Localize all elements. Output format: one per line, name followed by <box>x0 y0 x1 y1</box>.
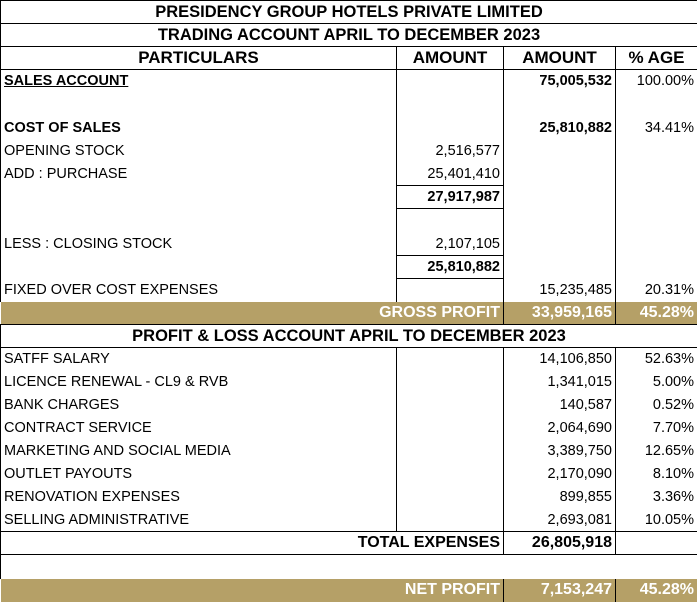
header-particulars: PARTICULARS <box>0 46 397 70</box>
blank-row <box>0 554 697 579</box>
net-profit-amount: 7,153,247 <box>503 578 616 602</box>
expense-label: LICENCE RENEWAL - CL9 & RVB <box>0 370 397 394</box>
subtotal-row: 27,917,987 <box>0 185 697 209</box>
gross-profit-amount: 33,959,165 <box>503 301 616 325</box>
sales-pct: 100.00% <box>615 69 697 93</box>
cost-of-sales-pct: 34.41% <box>615 116 697 140</box>
blank-row <box>0 208 697 233</box>
expense-pct: 12.65% <box>615 439 697 463</box>
expense-amount: 2,064,690 <box>503 416 616 440</box>
sales-amount: 75,005,532 <box>503 69 616 93</box>
expense-row: SATFF SALARY 14,106,850 52.63% <box>0 347 697 371</box>
subtotal-row: 25,810,882 <box>0 255 697 279</box>
net-profit-label: NET PROFIT <box>0 578 504 602</box>
expense-pct: 7.70% <box>615 416 697 440</box>
company-title-row: PRESIDENCY GROUP HOTELS PRIVATE LIMITED <box>0 0 697 24</box>
expense-label: RENOVATION EXPENSES <box>0 485 397 509</box>
fixed-over-label: FIXED OVER COST EXPENSES <box>0 278 397 302</box>
expense-amount: 2,170,090 <box>503 462 616 486</box>
expense-row: SELLING ADMINISTRATIVE 2,693,081 10.05% <box>0 508 697 532</box>
expense-pct: 10.05% <box>615 508 697 532</box>
closing-stock-row: LESS : CLOSING STOCK 2,107,105 <box>0 232 697 256</box>
expense-row: LICENCE RENEWAL - CL9 & RVB 1,341,015 5.… <box>0 370 697 394</box>
purchase-label: ADD : PURCHASE <box>0 162 397 186</box>
closing-stock-amount: 2,107,105 <box>396 232 504 256</box>
expense-pct: 5.00% <box>615 370 697 394</box>
expense-label: SATFF SALARY <box>0 347 397 371</box>
expense-row: RENOVATION EXPENSES 899,855 3.36% <box>0 485 697 509</box>
expense-amount: 14,106,850 <box>503 347 616 371</box>
opening-stock-amount: 2,516,577 <box>396 139 504 163</box>
total-expenses-amount: 26,805,918 <box>503 531 616 555</box>
total-expenses-label: TOTAL EXPENSES <box>0 531 504 555</box>
expense-label: BANK CHARGES <box>0 393 397 417</box>
purchase-row: ADD : PURCHASE 25,401,410 <box>0 162 697 186</box>
subtotal-amount: 27,917,987 <box>396 185 504 209</box>
pl-title-row: PROFIT & LOSS ACCOUNT APRIL TO DECEMBER … <box>0 324 697 348</box>
expense-amount: 3,389,750 <box>503 439 616 463</box>
header-amount-1: AMOUNT <box>396 46 504 70</box>
expense-amount: 899,855 <box>503 485 616 509</box>
expense-amount: 2,693,081 <box>503 508 616 532</box>
expense-label: CONTRACT SERVICE <box>0 416 397 440</box>
subtotal-amount: 25,810,882 <box>396 255 504 279</box>
expense-pct: 3.36% <box>615 485 697 509</box>
opening-stock-label: OPENING STOCK <box>0 139 397 163</box>
fixed-over-row: FIXED OVER COST EXPENSES 15,235,485 20.3… <box>0 278 697 302</box>
expense-row: CONTRACT SERVICE 2,064,690 7.70% <box>0 416 697 440</box>
expense-pct: 52.63% <box>615 347 697 371</box>
trading-title-row: TRADING ACCOUNT APRIL TO DECEMBER 2023 <box>0 23 697 47</box>
expense-pct: 8.10% <box>615 462 697 486</box>
pl-title: PROFIT & LOSS ACCOUNT APRIL TO DECEMBER … <box>0 324 697 348</box>
header-pct: % AGE <box>615 46 697 70</box>
expense-amount: 140,587 <box>503 393 616 417</box>
closing-stock-label: LESS : CLOSING STOCK <box>0 232 397 256</box>
expense-amount: 1,341,015 <box>503 370 616 394</box>
sales-row: SALES ACCOUNT 75,005,532 100.00% <box>0 69 697 93</box>
header-amount-2: AMOUNT <box>503 46 616 70</box>
fixed-over-amount: 15,235,485 <box>503 278 616 302</box>
net-profit-row: NET PROFIT 7,153,247 45.28% <box>0 578 697 602</box>
gross-profit-pct: 45.28% <box>615 301 697 325</box>
net-profit-pct: 45.28% <box>615 578 697 602</box>
expense-row: BANK CHARGES 140,587 0.52% <box>0 393 697 417</box>
gross-profit-label: GROSS PROFIT <box>0 301 504 325</box>
purchase-amount: 25,401,410 <box>396 162 504 186</box>
expense-row: OUTLET PAYOUTS 2,170,090 8.10% <box>0 462 697 486</box>
cost-of-sales-amount: 25,810,882 <box>503 116 616 140</box>
expense-row: MARKETING AND SOCIAL MEDIA 3,389,750 12.… <box>0 439 697 463</box>
expense-label: OUTLET PAYOUTS <box>0 462 397 486</box>
expense-label: MARKETING AND SOCIAL MEDIA <box>0 439 397 463</box>
expense-pct: 0.52% <box>615 393 697 417</box>
opening-stock-row: OPENING STOCK 2,516,577 <box>0 139 697 163</box>
gross-profit-row: GROSS PROFIT 33,959,165 45.28% <box>0 301 697 325</box>
cost-of-sales-label: COST OF SALES <box>0 116 397 140</box>
sales-label: SALES ACCOUNT <box>0 69 397 93</box>
blank-row <box>0 92 697 117</box>
expense-label: SELLING ADMINISTRATIVE <box>0 508 397 532</box>
company-title: PRESIDENCY GROUP HOTELS PRIVATE LIMITED <box>0 0 697 24</box>
column-header-row: PARTICULARS AMOUNT AMOUNT % AGE <box>0 46 697 70</box>
fixed-over-pct: 20.31% <box>615 278 697 302</box>
trading-title: TRADING ACCOUNT APRIL TO DECEMBER 2023 <box>0 23 697 47</box>
total-expenses-row: TOTAL EXPENSES 26,805,918 <box>0 531 697 555</box>
cost-of-sales-row: COST OF SALES 25,810,882 34.41% <box>0 116 697 140</box>
